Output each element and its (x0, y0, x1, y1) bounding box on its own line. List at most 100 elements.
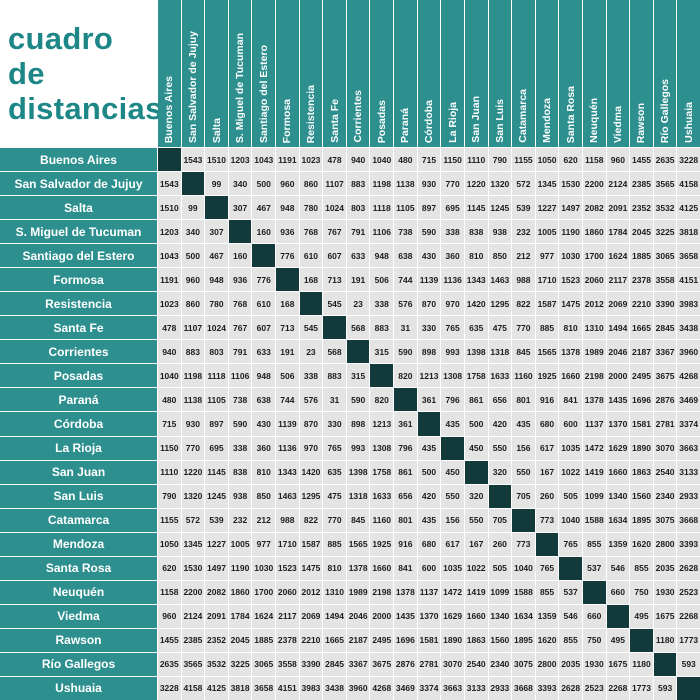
distance-cell-ushuaia--parana: 3469 (394, 676, 417, 700)
distance-cell-s-miguel-de-tucuman--posadas: 1106 (370, 220, 394, 244)
distance-cell-cordoba--posadas: 1213 (370, 412, 394, 436)
distance-cell-posadas--san-luis: 1633 (488, 364, 512, 388)
distance-cell-mendoza--cordoba: 680 (417, 532, 441, 556)
distance-cell-corrientes--resistencia: 23 (299, 340, 323, 364)
distance-cell-santa-fe--cordoba: 330 (417, 316, 441, 340)
distance-cell-la-rioja--rawson: 1890 (630, 436, 653, 460)
distance-cell-formosa--la-rioja: 1136 (441, 268, 464, 292)
distance-cell-ushuaia--san-salvador-de-jujuy: 4158 (181, 676, 205, 700)
diagonal-cell-santiago-del-estero (252, 244, 276, 268)
distance-cell-neuquen--rio-gallegos: 1930 (653, 580, 677, 604)
row-header-santa-rosa: Santa Rosa (0, 556, 157, 580)
column-header-neuquen: Neuquén (582, 0, 606, 147)
distance-cell-mendoza--neuquen: 855 (582, 532, 606, 556)
distance-cell-santiago-del-estero--cordoba: 430 (417, 244, 441, 268)
row-header-rawson: Rawson (0, 628, 157, 652)
distance-cell-catamarca--la-rioja: 156 (441, 508, 464, 532)
column-header-label: Neuquén (588, 98, 601, 143)
distance-cell-mendoza--santa-rosa: 765 (559, 532, 582, 556)
distance-cell-la-rioja--viedma: 1629 (606, 436, 630, 460)
distance-cell-santa-rosa--buenos-aires: 620 (158, 556, 181, 580)
distance-cell-formosa--rawson: 2378 (630, 268, 653, 292)
distance-cell-santa-fe--san-luis: 475 (488, 316, 512, 340)
distance-cell-viedma--rio-gallegos: 1675 (653, 604, 677, 628)
distance-cell-catamarca--san-salvador-de-jujuy: 572 (181, 508, 205, 532)
distance-cell-san-juan--catamarca: 550 (512, 460, 535, 484)
distance-cell-formosa--san-juan: 1343 (464, 268, 488, 292)
distance-cell-santiago-del-estero--rio-gallegos: 3065 (653, 244, 677, 268)
distance-cell-buenos-aires--mendoza: 1050 (535, 148, 559, 172)
distance-cell-san-juan--formosa: 1343 (276, 460, 299, 484)
distance-cell-santa-rosa--san-juan: 1022 (464, 556, 488, 580)
distance-cell-la-rioja--santa-rosa: 1035 (559, 436, 582, 460)
distance-cell-la-rioja--resistencia: 970 (299, 436, 323, 460)
distance-cell-parana--san-salvador-de-jujuy: 1138 (181, 388, 205, 412)
distance-cell-santa-fe--mendoza: 885 (535, 316, 559, 340)
distance-cell-san-salvador-de-jujuy--buenos-aires: 1543 (158, 172, 181, 196)
distance-cell-catamarca--neuquen: 1588 (582, 508, 606, 532)
distance-cell-cordoba--viedma: 1370 (606, 412, 630, 436)
distance-cell-parana--posadas: 820 (370, 388, 394, 412)
distance-cell-santa-fe--san-juan: 635 (464, 316, 488, 340)
row-header-catamarca: Catamarca (0, 508, 157, 532)
distance-cell-parana--cordoba: 361 (417, 388, 441, 412)
distance-cell-santiago-del-estero--san-salvador-de-jujuy: 500 (181, 244, 205, 268)
column-header-viedma: Viedma (606, 0, 630, 147)
distance-cell-mendoza--formosa: 1710 (276, 532, 299, 556)
distance-cell-ushuaia--rawson: 1773 (630, 676, 653, 700)
distance-cell-ushuaia--cordoba: 3374 (417, 676, 441, 700)
distance-cell-posadas--catamarca: 1160 (512, 364, 535, 388)
distance-cell-mendoza--san-salvador-de-jujuy: 1345 (181, 532, 205, 556)
distance-cell-santa-fe--rawson: 1665 (630, 316, 653, 340)
column-header-label: San Juan (470, 96, 483, 143)
distance-cell-san-luis--parana: 656 (394, 484, 417, 508)
distance-cell-buenos-aires--posadas: 1040 (370, 148, 394, 172)
column-header-santa-rosa: Santa Rosa (559, 0, 582, 147)
distance-cell-resistencia--neuquen: 2012 (582, 292, 606, 316)
column-header-label: Córdoba (422, 99, 435, 143)
row-header-rio-gallegos: Río Gallegos (0, 652, 157, 676)
distance-cell-posadas--buenos-aires: 1040 (158, 364, 181, 388)
distance-cell-mendoza--la-rioja: 617 (441, 532, 464, 556)
distance-cell-san-luis--resistencia: 1295 (299, 484, 323, 508)
diagonal-cell-catamarca (512, 508, 535, 532)
distance-cell-rio-gallegos--ushuaia: 593 (677, 652, 700, 676)
distance-cell-rio-gallegos--posadas: 3675 (370, 652, 394, 676)
distance-cell-posadas--rio-gallegos: 3675 (653, 364, 677, 388)
distance-cell-santa-fe--neuquen: 1310 (582, 316, 606, 340)
distance-cell-san-luis--ushuaia: 2933 (677, 484, 700, 508)
distance-cell-san-salvador-de-jujuy--posadas: 1198 (370, 172, 394, 196)
distance-cell-san-salvador-de-jujuy--resistencia: 860 (299, 172, 323, 196)
distance-cell-mendoza--catamarca: 773 (512, 532, 535, 556)
distance-cell-santa-rosa--catamarca: 1040 (512, 556, 535, 580)
distance-cell-salta--rio-gallegos: 3532 (653, 196, 677, 220)
distance-cell-santiago-del-estero--viedma: 1624 (606, 244, 630, 268)
column-header-santa-fe: Santa Fe (323, 0, 346, 147)
column-header-rawson: Rawson (630, 0, 653, 147)
column-header-san-salvador-de-jujuy: San Salvador de Jujuy (181, 0, 205, 147)
distance-cell-formosa--santa-rosa: 1523 (559, 268, 582, 292)
distance-cell-corrientes--ushuaia: 3960 (677, 340, 700, 364)
distance-cell-san-luis--corrientes: 1318 (346, 484, 370, 508)
column-header-label: Mendoza (541, 98, 554, 143)
distance-cell-santa-fe--buenos-aires: 478 (158, 316, 181, 340)
distance-cell-santa-fe--parana: 31 (394, 316, 417, 340)
distance-cell-mendoza--viedma: 1359 (606, 532, 630, 556)
distance-cell-san-salvador-de-jujuy--parana: 1138 (394, 172, 417, 196)
distance-cell-neuquen--san-juan: 1419 (464, 580, 488, 604)
row-header-buenos-aires: Buenos Aires (0, 148, 157, 172)
row-header-posadas: Posadas (0, 364, 157, 388)
distance-cell-san-juan--parana: 861 (394, 460, 417, 484)
distance-cell-mendoza--san-juan: 167 (464, 532, 488, 556)
distance-cell-santiago-del-estero--mendoza: 977 (535, 244, 559, 268)
column-header-salta: Salta (205, 0, 228, 147)
diagonal-cell-santa-rosa (559, 556, 582, 580)
distance-cell-catamarca--s-miguel-de-tucuman: 232 (228, 508, 252, 532)
distance-cell-buenos-aires--parana: 480 (394, 148, 417, 172)
distance-cell-rawson--santiago-del-estero: 1885 (252, 628, 276, 652)
distance-cell-rawson--san-juan: 1863 (464, 628, 488, 652)
distance-cell-buenos-aires--s-miguel-de-tucuman: 1203 (228, 148, 252, 172)
distance-cell-rio-gallegos--santa-rosa: 2035 (559, 652, 582, 676)
distance-cell-ushuaia--corrientes: 3960 (346, 676, 370, 700)
distance-cell-santa-fe--santiago-del-estero: 607 (252, 316, 276, 340)
